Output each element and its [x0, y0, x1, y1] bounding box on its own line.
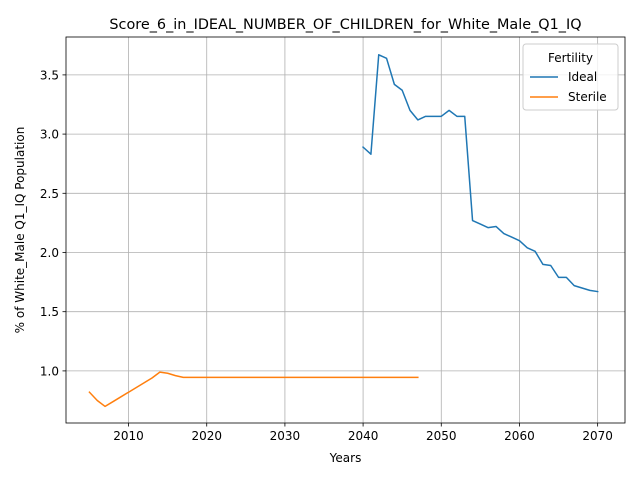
x-tick-label: 2050 [426, 429, 457, 443]
x-tick-label: 2060 [504, 429, 535, 443]
x-axis-ticks: 2010 2020 2030 2040 2050 2060 2070 [113, 423, 613, 443]
grid-lines [66, 37, 625, 423]
y-tick-label: 2.0 [40, 246, 59, 260]
chart-title: Score_6_in_IDEAL_NUMBER_OF_CHILDREN_for_… [109, 17, 581, 33]
y-axis-ticks: 1.0 1.5 2.0 2.5 3.0 3.5 [40, 68, 66, 378]
y-tick-label: 1.0 [40, 364, 59, 378]
y-tick-label: 3.5 [40, 68, 59, 82]
legend: Fertility Ideal Sterile [522, 43, 619, 111]
legend-label-ideal: Ideal [568, 70, 597, 84]
legend-label-sterile: Sterile [568, 90, 607, 104]
y-tick-label: 2.5 [40, 187, 59, 201]
series-layer [88, 54, 599, 408]
x-tick-label: 2030 [270, 429, 301, 443]
y-tick-label: 3.0 [40, 128, 59, 142]
legend-box [522, 43, 619, 111]
x-tick-label: 2010 [113, 429, 144, 443]
x-tick-label: 2070 [582, 429, 613, 443]
series-line-sterile [88, 371, 419, 408]
series-line-ideal [362, 54, 599, 293]
x-tick-label: 2040 [348, 429, 379, 443]
y-axis-label: % of White_Male Q1_IQ Population [13, 127, 27, 334]
x-axis-label: Years [329, 451, 362, 465]
x-tick-label: 2020 [191, 429, 222, 443]
plot-frame [65, 36, 626, 424]
legend-title: Fertility [548, 51, 593, 65]
y-tick-label: 1.5 [40, 305, 59, 319]
